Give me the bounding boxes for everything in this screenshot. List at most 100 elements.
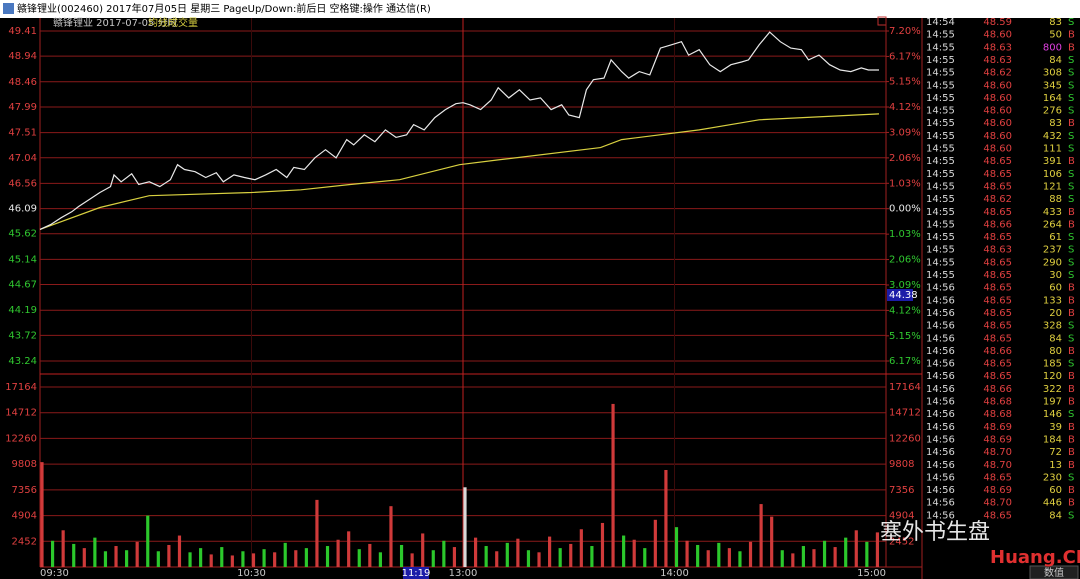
tick-volume: 88 [1049,194,1062,205]
tick-time: 14:55 [926,181,955,192]
volume-bar [643,548,647,567]
average-line [39,113,880,230]
tick-side: S [1068,409,1074,420]
tick-side: S [1068,17,1074,28]
tick-side: S [1068,232,1074,243]
crosshair-y-label: 44.38 [889,290,918,301]
tick-side: B [1068,422,1075,433]
tick-price: 48.65 [983,359,1012,370]
tick-volume: 83 [1049,17,1062,28]
tick-side: S [1068,181,1074,192]
volume-tick-label-right: 17164 [889,382,921,393]
tick-volume: 432 [1043,131,1062,142]
tick-side: B [1068,207,1075,218]
volume-bar [611,403,615,567]
tick-volume: 184 [1043,434,1062,445]
status-tab-box[interactable] [1029,565,1079,579]
volume-bar [209,554,213,567]
volume-bar [40,462,44,567]
tick-volume: 84 [1049,55,1062,66]
volume-bar [283,542,287,567]
tick-volume: 84 [1049,333,1062,344]
volume-bar [801,546,805,567]
tick-volume: 133 [1043,295,1062,306]
y-tick-label: 45.62 [8,229,37,240]
volume-tick-label-right: 4904 [889,511,914,522]
tick-price: 48.65 [983,510,1012,521]
volume-bar [368,543,372,567]
tick-price: 48.65 [983,181,1012,192]
volume-bar [780,550,784,567]
y2-tick-label: 6.17% [889,51,921,62]
tick-side: B [1068,156,1075,167]
volume-bar [82,548,86,567]
volume-bar [146,515,150,567]
volume-bar [579,529,583,567]
volume-bar [389,506,393,567]
tick-volume: 120 [1043,371,1062,382]
tick-side: S [1068,321,1074,332]
volume-bar [135,541,139,567]
tick-price: 48.60 [983,131,1012,142]
tick-price: 48.60 [983,30,1012,41]
tick-volume: 446 [1043,498,1062,509]
tick-time: 14:55 [926,93,955,104]
tick-side: B [1068,346,1075,357]
tick-time: 14:56 [926,295,955,306]
tick-side: B [1068,42,1075,53]
volume-tick-label: 12260 [5,433,37,444]
tick-volume: 322 [1043,384,1062,395]
volume-bar [463,487,467,567]
volume-bar [473,537,478,567]
volume-bar [273,552,277,567]
crosshair-x-box [403,567,429,579]
tick-price: 48.60 [983,144,1012,155]
tick-side: S [1068,80,1074,91]
tick-time: 14:56 [926,283,955,294]
y2-tick-label: 3.09% [889,127,921,138]
tick-price: 48.65 [983,283,1012,294]
volume-tick-label-right: 7356 [889,485,914,496]
tick-time: 14:55 [926,55,955,66]
tick-volume: 72 [1049,447,1062,458]
x-tick-label: 14:00 [660,568,689,579]
volume-bar [727,548,731,567]
volume-bar [484,546,488,567]
tick-side: B [1068,485,1075,496]
volume-bar [399,544,404,567]
tick-side: S [1068,257,1074,268]
tick-volume: 60 [1049,283,1062,294]
tick-volume: 80 [1049,346,1062,357]
tick-time: 14:55 [926,106,955,117]
tick-volume: 13 [1049,460,1062,471]
volume-bar [262,549,266,567]
volume-tick-label-right: 9808 [889,459,914,470]
tick-time: 14:56 [926,472,955,483]
tick-volume: 146 [1043,409,1062,420]
tick-price: 48.65 [983,156,1012,167]
volume-tick-label-right: 12260 [889,433,921,444]
status-tab[interactable]: 数值 [1044,566,1064,579]
tick-side: S [1068,169,1074,180]
volume-bar [600,522,605,567]
tick-price: 48.63 [983,42,1012,53]
tick-time: 14:55 [926,207,955,218]
app-icon [3,3,14,14]
y-tick-label: 48.46 [8,77,37,88]
tick-price: 48.66 [983,219,1012,230]
tick-side: B [1068,308,1075,319]
y2-tick-label: 5.15% [889,331,921,342]
volume-bar [632,539,636,567]
crosshair-x-label: 11:19 [402,568,431,579]
tick-time: 14:56 [926,308,955,319]
tick-side: S [1068,55,1074,66]
y-tick-label: 48.94 [8,51,37,62]
volume-bar [442,540,446,567]
tick-volume: 164 [1043,93,1062,104]
tick-volume: 61 [1049,232,1062,243]
tick-time: 14:56 [926,510,955,521]
tick-side: B [1068,295,1075,306]
volume-bar [103,551,108,567]
volume-bar [622,535,626,567]
tick-volume: 328 [1043,321,1062,332]
